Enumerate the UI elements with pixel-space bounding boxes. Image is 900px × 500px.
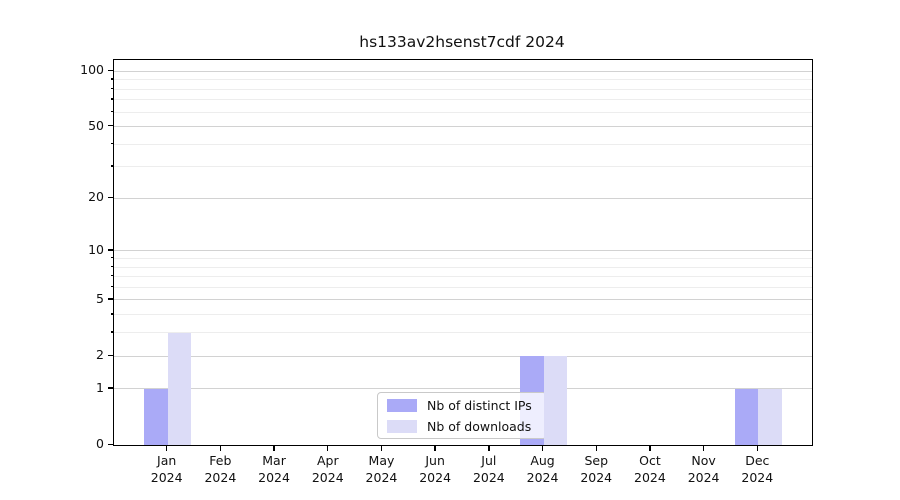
y-tick-label: 100 [80,62,104,78]
gridline-minor [114,111,812,113]
x-tick-mark [702,445,705,451]
x-tick-label: Nov 2024 [687,453,720,485]
x-tick-label: Mar 2024 [258,453,290,485]
y-minor-tick-mark [110,78,113,80]
y-tick-mark [108,125,113,127]
gridline-minor [114,276,812,278]
y-minor-tick-mark [110,275,113,277]
x-tick-label: Aug 2024 [526,453,559,485]
gridline-major [114,388,812,390]
gridline-major [114,299,812,301]
bar-distinct-ips [144,388,168,445]
legend-swatch-downloads-icon [387,419,417,433]
gridline-major [114,250,812,252]
x-tick-mark [434,445,436,451]
gridline-major [114,355,812,357]
gridline-minor [114,166,812,168]
x-tick-label: Sep 2024 [580,453,613,485]
legend-label-distinct-ips: Nb of distinct IPs [427,397,532,413]
chart-title: hs133av2hsenst7cdf 2024 [359,33,565,51]
gridline-minor [114,286,812,288]
x-tick-label: Dec 2024 [741,453,774,485]
legend-swatch-distinct-ips-icon [387,398,417,412]
y-tick-label: 5 [96,290,104,306]
x-tick-mark [488,445,490,451]
gridline-minor [114,88,812,90]
gridline-minor [114,266,812,268]
bar-downloads [167,332,192,445]
legend-item-distinct-ips: Nb of distinct IPs [387,398,537,413]
x-tick-label: Oct 2024 [634,453,666,485]
y-tick-label: 50 [88,117,104,133]
y-minor-tick-mark [110,265,113,267]
x-tick-mark [649,445,651,451]
x-tick-label: May 2024 [365,453,398,485]
y-tick-mark [108,387,113,389]
gridline-major [114,197,812,199]
y-minor-tick-mark [110,285,113,288]
legend: Nb of distinct IPs Nb of downloads [377,392,547,439]
y-minor-tick-mark [110,110,113,112]
y-minor-tick-mark [110,257,113,259]
y-minor-tick-mark [110,331,113,333]
y-tick-mark [108,443,113,445]
y-minor-tick-mark [110,142,113,145]
x-tick-mark [541,445,544,451]
x-tick-mark [756,445,758,451]
x-tick-label: Apr 2024 [311,453,344,485]
bar-downloads [758,388,782,445]
x-tick-mark [595,445,597,451]
bar-downloads [543,356,568,445]
y-minor-tick-mark [110,98,113,100]
x-tick-label: Feb 2024 [204,453,237,485]
x-tick-label: Jul 2024 [472,453,505,485]
gridline-major [114,70,812,72]
legend-item-downloads: Nb of downloads [387,419,537,434]
x-tick-mark [273,445,275,451]
x-tick-mark [165,445,168,451]
y-minor-tick-mark [110,87,113,89]
y-tick-label: 2 [96,347,104,363]
gridline-major [114,126,812,128]
y-tick-mark [108,196,113,199]
gridline-minor [114,79,812,81]
x-tick-mark [380,445,383,451]
y-tick-mark [108,298,113,300]
gridline-minor [114,332,812,334]
y-tick-label: 10 [88,241,104,257]
legend-label-downloads: Nb of downloads [427,418,532,434]
y-tick-mark [108,354,113,356]
x-tick-label: Jan 2024 [150,453,183,485]
y-tick-label: 0 [96,436,104,451]
y-tick-mark [108,69,113,72]
gridline-minor [114,258,812,259]
gridline-minor [114,99,812,101]
plot-area [113,59,813,446]
y-minor-tick-mark [110,313,113,315]
y-tick-label: 20 [88,189,104,205]
y-tick-label: 1 [96,379,104,395]
gridline-minor [114,314,812,316]
gridline-minor [114,143,812,145]
x-tick-mark [219,445,222,451]
bar-distinct-ips [734,388,759,445]
x-tick-label: Jun 2024 [419,453,452,485]
x-tick-mark [327,445,329,451]
y-tick-mark [108,249,113,251]
y-minor-tick-mark [110,165,113,167]
